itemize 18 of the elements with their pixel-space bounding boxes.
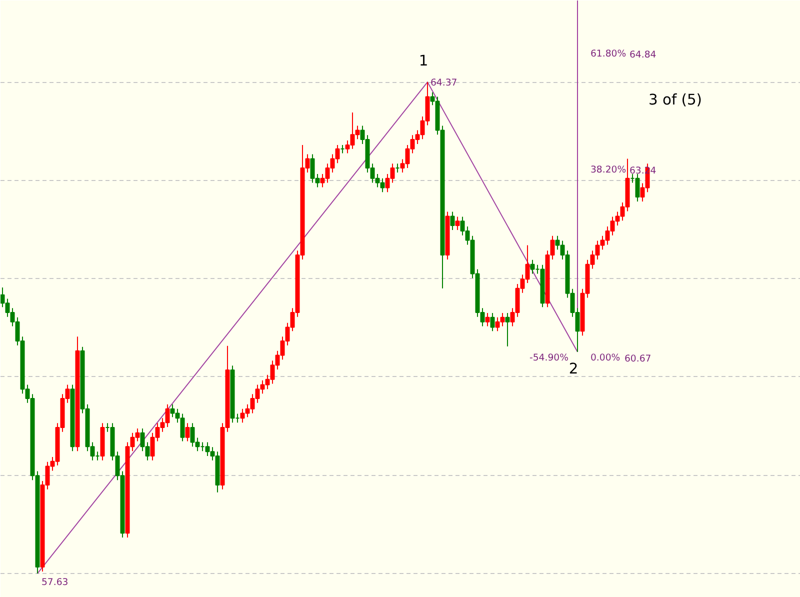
candlestick xyxy=(455,216,460,230)
candlestick xyxy=(185,422,190,442)
text: 57.63 xyxy=(42,576,68,588)
candlestick xyxy=(485,312,490,327)
candlestick xyxy=(505,312,510,347)
candlestick xyxy=(635,173,640,202)
annotation: 38.20% xyxy=(590,164,626,176)
annotation: 60.67 xyxy=(624,353,652,364)
text: 1 xyxy=(418,52,428,70)
text: 61.80% xyxy=(590,48,626,60)
annotation: 2 xyxy=(568,360,578,378)
candlestick xyxy=(450,211,455,230)
annotation: 64.37 xyxy=(430,78,458,89)
annotation: 0.00% xyxy=(590,352,620,364)
annotation: -54.90% xyxy=(530,352,569,364)
candlestick xyxy=(490,312,495,332)
annotation: 3 of (5) xyxy=(648,91,702,108)
text: 64.84 xyxy=(630,50,656,61)
